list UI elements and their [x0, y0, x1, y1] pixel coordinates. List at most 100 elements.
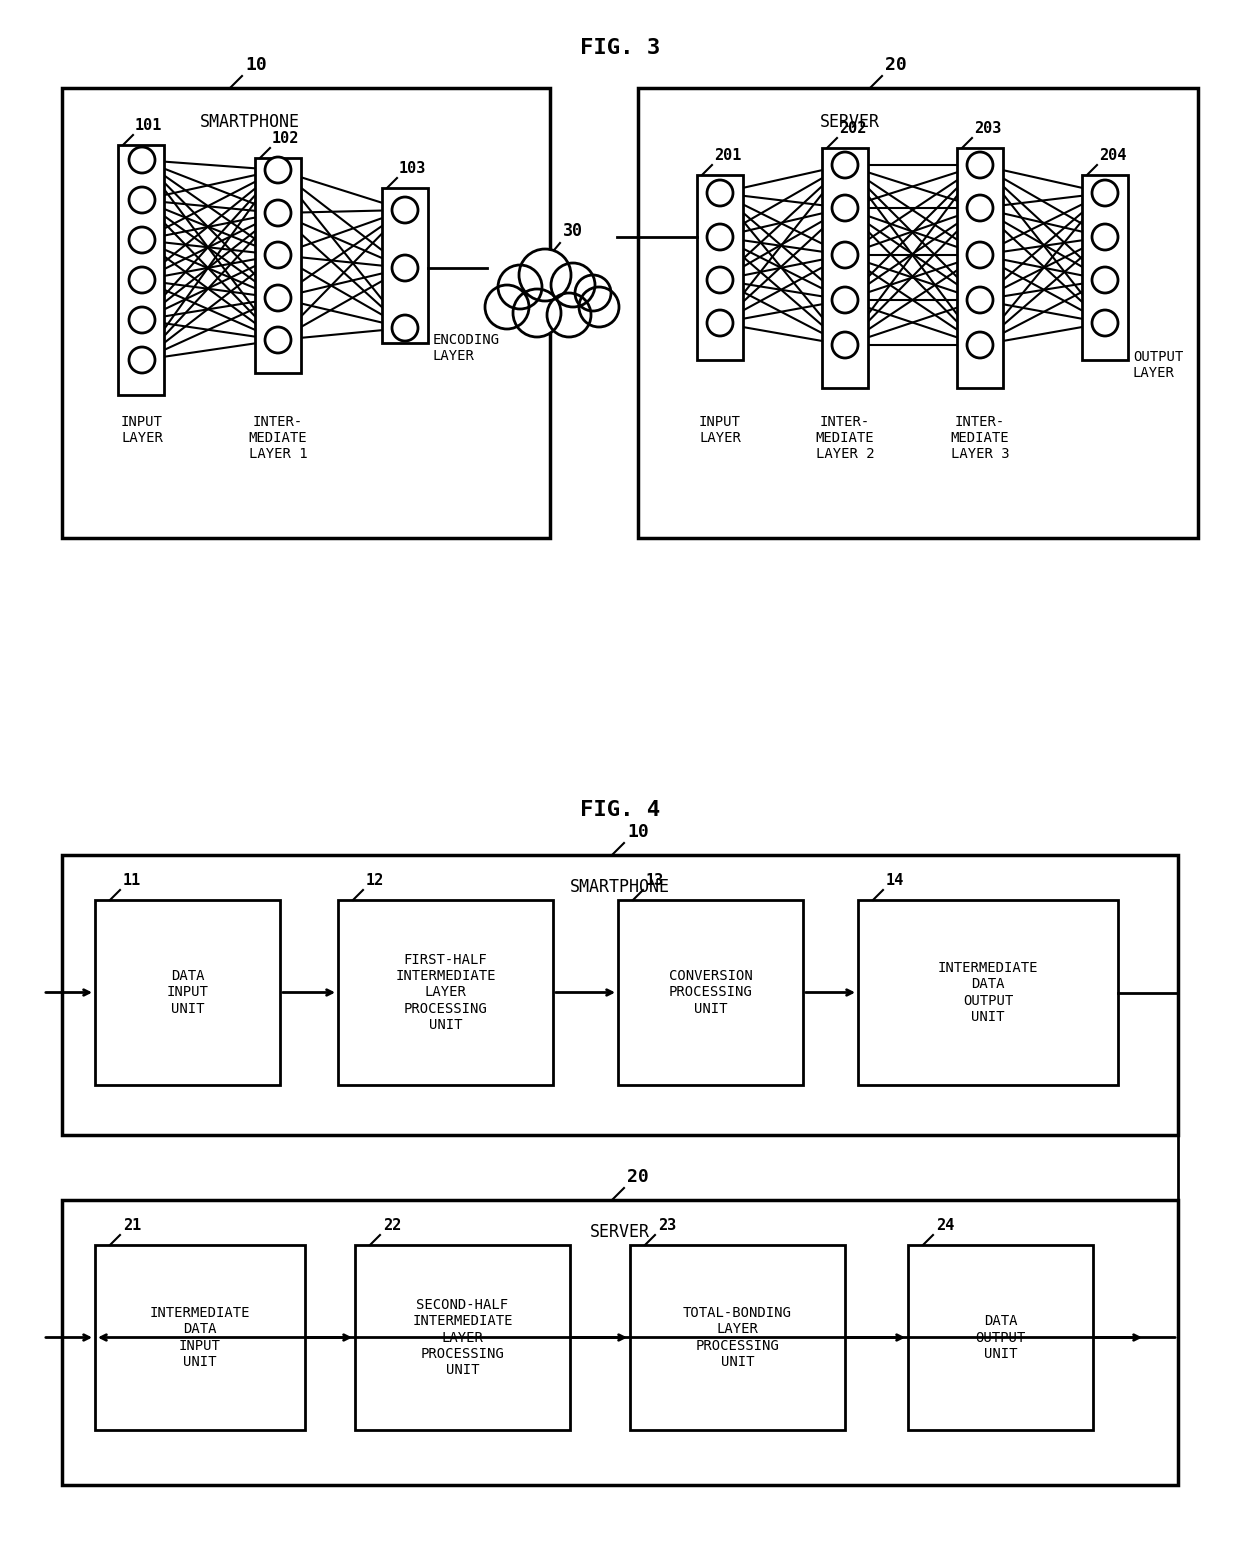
Bar	[62, 1200, 1178, 1485]
Circle shape	[1092, 309, 1118, 336]
Circle shape	[707, 224, 733, 250]
Text: INPUT
LAYER: INPUT LAYER	[122, 415, 162, 445]
Text: 21: 21	[123, 1218, 141, 1233]
Bar	[95, 900, 280, 1085]
Circle shape	[129, 148, 155, 173]
Bar	[618, 900, 804, 1085]
Text: 20: 20	[627, 1168, 649, 1186]
Text: SECOND-HALF
INTERMEDIATE
LAYER
PROCESSING
UNIT: SECOND-HALF INTERMEDIATE LAYER PROCESSIN…	[412, 1298, 513, 1376]
Text: 23: 23	[658, 1218, 676, 1233]
Circle shape	[967, 194, 993, 221]
Circle shape	[392, 197, 418, 222]
Text: 12: 12	[366, 872, 384, 888]
Text: CONVERSION
PROCESSING
UNIT: CONVERSION PROCESSING UNIT	[668, 969, 753, 1015]
Text: 14: 14	[887, 872, 904, 888]
Bar	[957, 148, 1003, 389]
Circle shape	[551, 263, 595, 306]
Text: INTER-
MEDIATE
LAYER 2: INTER- MEDIATE LAYER 2	[816, 415, 874, 462]
Circle shape	[520, 249, 570, 302]
Bar	[908, 1246, 1092, 1431]
Circle shape	[967, 152, 993, 177]
Circle shape	[967, 243, 993, 267]
Circle shape	[707, 267, 733, 292]
Circle shape	[129, 227, 155, 253]
Text: 202: 202	[839, 121, 867, 135]
Text: 10: 10	[627, 823, 649, 841]
Bar	[1083, 176, 1128, 361]
Bar	[62, 89, 551, 538]
Circle shape	[265, 285, 291, 311]
Circle shape	[967, 288, 993, 313]
Text: INTER-
MEDIATE
LAYER 3: INTER- MEDIATE LAYER 3	[951, 415, 1009, 462]
Circle shape	[129, 306, 155, 333]
Circle shape	[513, 289, 560, 337]
Text: DATA
INPUT
UNIT: DATA INPUT UNIT	[166, 969, 208, 1015]
Text: FIG. 4: FIG. 4	[580, 799, 660, 819]
Circle shape	[832, 152, 858, 177]
Circle shape	[129, 347, 155, 373]
Text: OUTPUT
LAYER: OUTPUT LAYER	[1133, 350, 1183, 381]
Text: 101: 101	[135, 118, 162, 134]
Bar	[255, 159, 301, 373]
Bar	[355, 1246, 570, 1431]
Text: INTERMEDIATE
DATA
INPUT
UNIT: INTERMEDIATE DATA INPUT UNIT	[150, 1306, 250, 1368]
Text: 24: 24	[936, 1218, 955, 1233]
Text: SERVER: SERVER	[820, 114, 880, 131]
Circle shape	[579, 288, 619, 327]
Text: INPUT
LAYER: INPUT LAYER	[699, 415, 742, 445]
Circle shape	[832, 288, 858, 313]
Text: 10: 10	[246, 56, 267, 75]
Circle shape	[392, 316, 418, 341]
Circle shape	[129, 187, 155, 213]
Circle shape	[707, 180, 733, 205]
Bar	[822, 148, 868, 389]
Bar	[382, 188, 428, 344]
Circle shape	[832, 243, 858, 267]
Circle shape	[265, 243, 291, 267]
Bar	[639, 89, 1198, 538]
Circle shape	[265, 327, 291, 353]
Text: SERVER: SERVER	[590, 1222, 650, 1241]
Text: DATA
OUTPUT
UNIT: DATA OUTPUT UNIT	[976, 1314, 1025, 1361]
Bar	[95, 1246, 305, 1431]
Text: 13: 13	[646, 872, 665, 888]
Bar	[62, 855, 1178, 1135]
Circle shape	[265, 201, 291, 225]
Circle shape	[129, 267, 155, 292]
Circle shape	[392, 255, 418, 281]
Text: INTER-
MEDIATE
LAYER 1: INTER- MEDIATE LAYER 1	[249, 415, 308, 462]
Bar	[697, 176, 743, 361]
Circle shape	[1092, 224, 1118, 250]
Circle shape	[485, 285, 529, 330]
Text: 204: 204	[1099, 148, 1126, 163]
Text: FIRST-HALF
INTERMEDIATE
LAYER
PROCESSING
UNIT: FIRST-HALF INTERMEDIATE LAYER PROCESSING…	[396, 953, 496, 1033]
Text: 102: 102	[272, 131, 299, 146]
Bar	[858, 900, 1118, 1085]
Text: TOTAL-BONDING
LAYER
PROCESSING
UNIT: TOTAL-BONDING LAYER PROCESSING UNIT	[683, 1306, 792, 1368]
Bar	[630, 1246, 844, 1431]
Circle shape	[967, 333, 993, 358]
Text: 30: 30	[563, 222, 583, 239]
Bar	[118, 145, 164, 395]
Bar	[339, 900, 553, 1085]
Text: 20: 20	[885, 56, 906, 75]
Text: 103: 103	[399, 162, 427, 176]
Circle shape	[707, 309, 733, 336]
Text: SMARTPHONE: SMARTPHONE	[200, 114, 300, 131]
Circle shape	[832, 333, 858, 358]
Text: ENCODING
LAYER: ENCODING LAYER	[433, 333, 500, 364]
Circle shape	[498, 264, 542, 309]
Circle shape	[265, 157, 291, 183]
Text: SMARTPHONE: SMARTPHONE	[570, 879, 670, 896]
Circle shape	[832, 194, 858, 221]
Text: 11: 11	[123, 872, 141, 888]
Circle shape	[547, 292, 591, 337]
Circle shape	[1092, 180, 1118, 205]
Circle shape	[1092, 267, 1118, 292]
Text: INTERMEDIATE
DATA
OUTPUT
UNIT: INTERMEDIATE DATA OUTPUT UNIT	[937, 961, 1038, 1023]
Circle shape	[575, 275, 611, 311]
Text: FIG. 3: FIG. 3	[580, 37, 660, 58]
Text: 203: 203	[973, 121, 1002, 135]
Text: 201: 201	[714, 148, 742, 163]
Text: 22: 22	[383, 1218, 402, 1233]
